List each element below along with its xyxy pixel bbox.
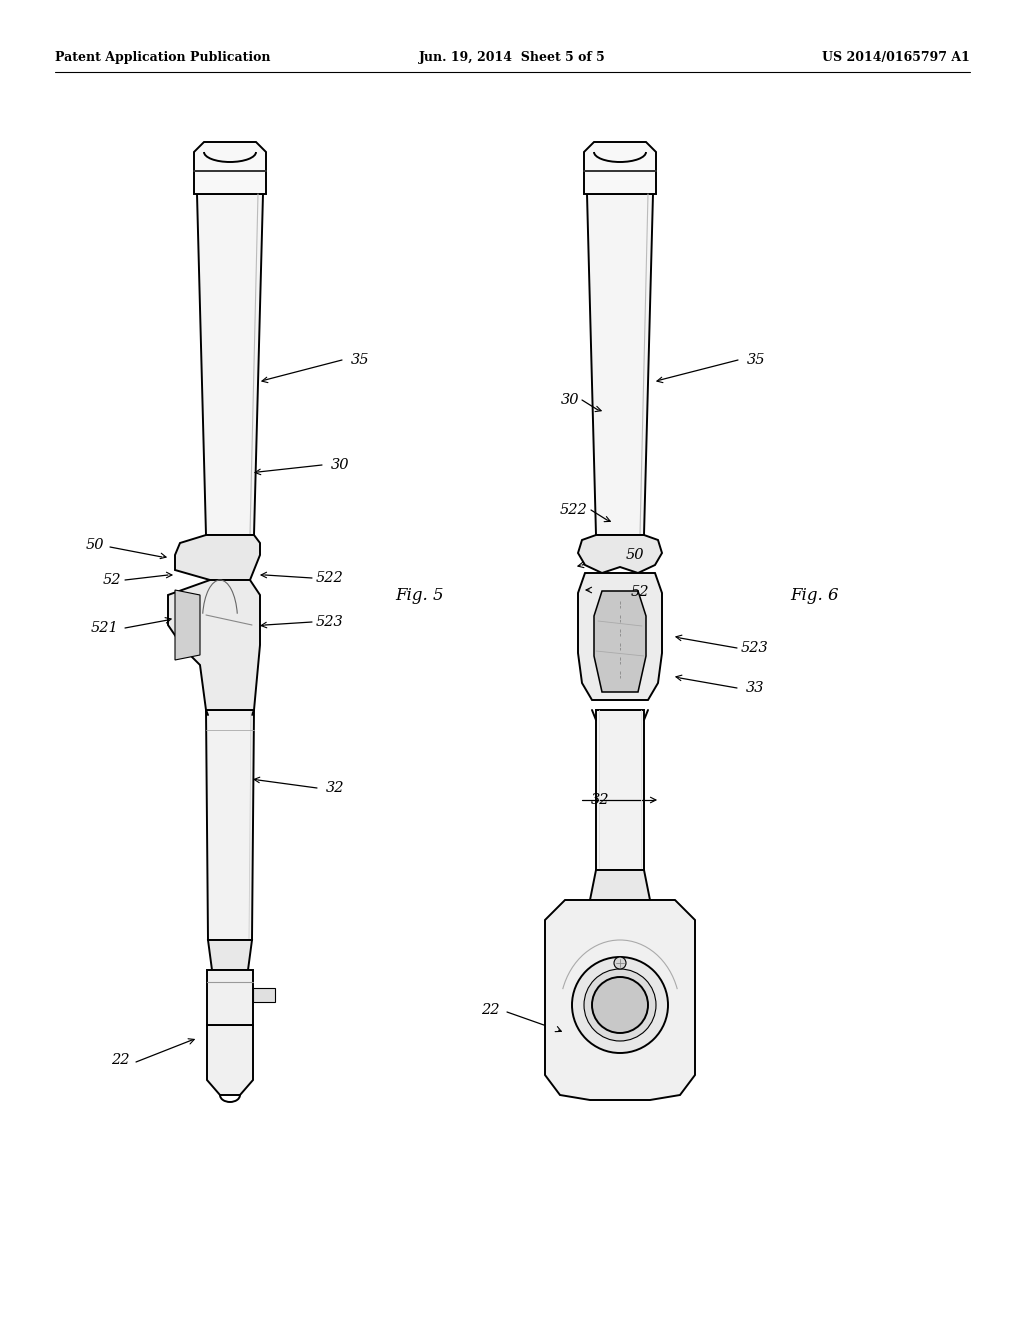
Polygon shape	[596, 710, 644, 870]
Text: Fig. 5: Fig. 5	[395, 586, 444, 603]
Text: 523: 523	[741, 642, 769, 655]
Polygon shape	[584, 143, 656, 194]
Text: 35: 35	[351, 352, 370, 367]
Circle shape	[592, 977, 648, 1034]
Text: 22: 22	[111, 1053, 129, 1067]
Text: 30: 30	[561, 393, 580, 407]
Polygon shape	[168, 579, 260, 710]
Circle shape	[572, 957, 668, 1053]
Polygon shape	[175, 535, 260, 579]
Text: Fig. 6: Fig. 6	[791, 586, 840, 603]
Text: 522: 522	[316, 572, 344, 585]
Text: 521: 521	[91, 620, 119, 635]
Polygon shape	[594, 591, 646, 692]
Text: 33: 33	[745, 681, 764, 696]
Text: 522: 522	[560, 503, 588, 517]
Polygon shape	[587, 194, 653, 535]
Text: 52: 52	[102, 573, 121, 587]
Polygon shape	[175, 590, 200, 660]
Polygon shape	[206, 710, 254, 940]
Text: 32: 32	[591, 793, 609, 807]
Polygon shape	[578, 535, 662, 573]
Text: Jun. 19, 2014  Sheet 5 of 5: Jun. 19, 2014 Sheet 5 of 5	[419, 51, 605, 65]
Text: US 2014/0165797 A1: US 2014/0165797 A1	[822, 51, 970, 65]
Polygon shape	[207, 1026, 253, 1096]
Polygon shape	[208, 940, 252, 970]
Circle shape	[584, 969, 656, 1041]
Bar	[253, 987, 275, 1002]
Text: Patent Application Publication: Patent Application Publication	[55, 51, 270, 65]
Circle shape	[614, 957, 626, 969]
Text: 50: 50	[86, 539, 104, 552]
Text: 32: 32	[326, 781, 344, 795]
Text: 523: 523	[316, 615, 344, 630]
Text: 22: 22	[480, 1003, 500, 1016]
Polygon shape	[578, 573, 662, 700]
Polygon shape	[590, 870, 650, 900]
Text: 50: 50	[626, 548, 644, 562]
Text: 52: 52	[631, 585, 649, 599]
Bar	[207, 970, 253, 1026]
Polygon shape	[194, 143, 266, 194]
Text: 30: 30	[331, 458, 349, 473]
Polygon shape	[197, 194, 263, 535]
Text: 35: 35	[746, 352, 765, 367]
Polygon shape	[545, 900, 695, 1100]
